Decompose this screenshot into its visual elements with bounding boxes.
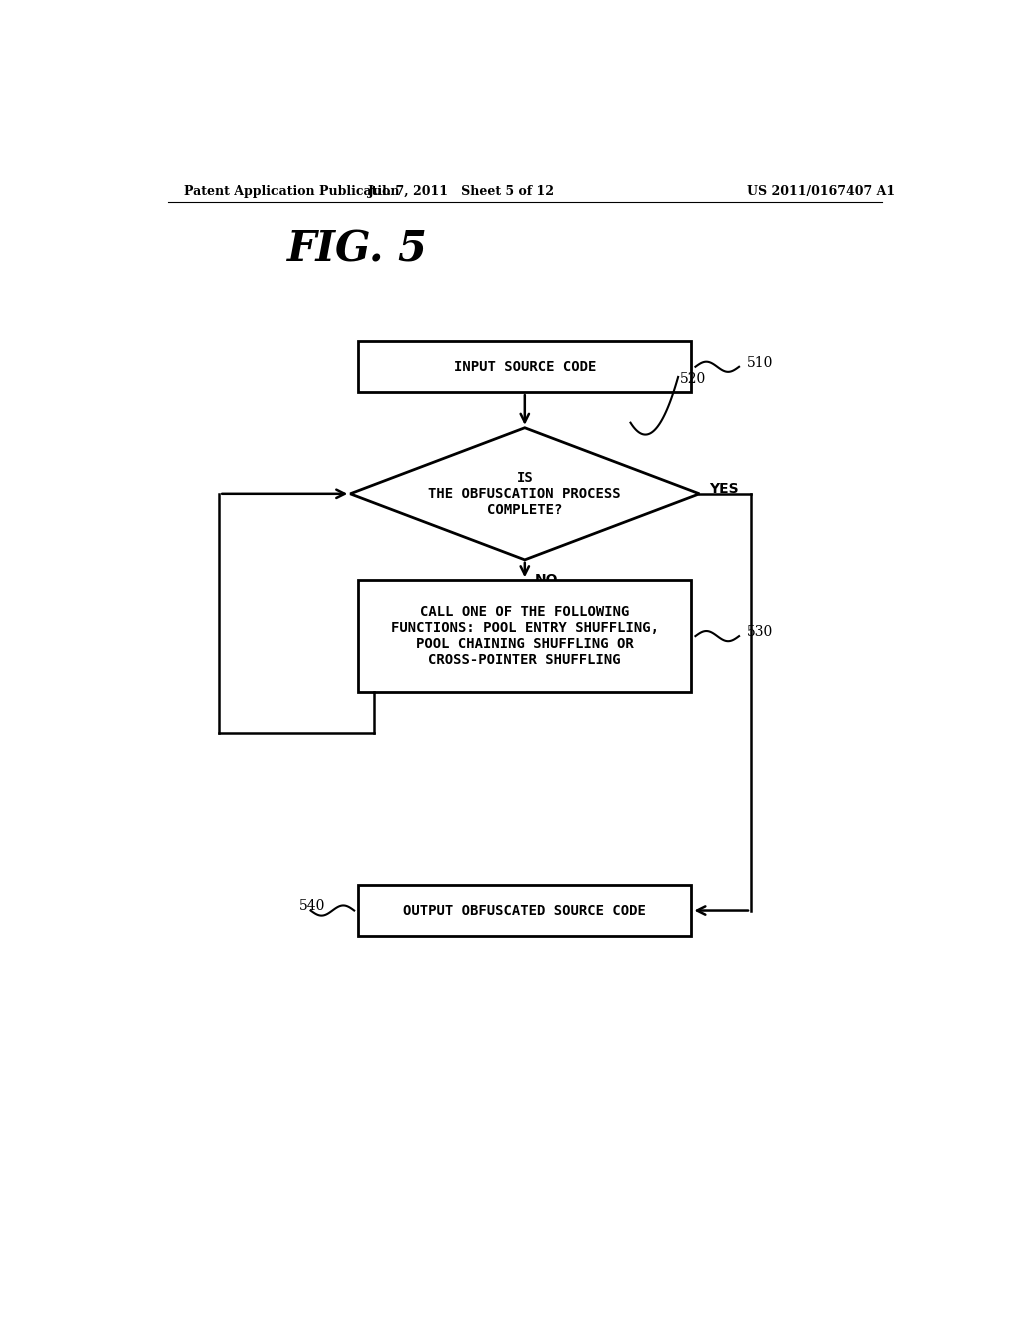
Text: FIG. 5: FIG. 5 <box>287 228 428 271</box>
FancyBboxPatch shape <box>358 581 691 692</box>
Text: 510: 510 <box>748 355 773 370</box>
Text: 530: 530 <box>748 626 773 639</box>
Text: CALL ONE OF THE FOLLOWING
FUNCTIONS: POOL ENTRY SHUFFLING,
POOL CHAINING SHUFFLI: CALL ONE OF THE FOLLOWING FUNCTIONS: POO… <box>391 605 658 668</box>
Text: 520: 520 <box>680 372 706 385</box>
Text: NO: NO <box>535 573 558 587</box>
FancyBboxPatch shape <box>358 342 691 392</box>
Text: YES: YES <box>709 482 738 496</box>
Text: Jul. 7, 2011   Sheet 5 of 12: Jul. 7, 2011 Sheet 5 of 12 <box>368 185 555 198</box>
Text: INPUT SOURCE CODE: INPUT SOURCE CODE <box>454 360 596 374</box>
Text: IS
THE OBFUSCATION PROCESS
COMPLETE?: IS THE OBFUSCATION PROCESS COMPLETE? <box>428 471 622 517</box>
FancyBboxPatch shape <box>358 886 691 936</box>
Text: OUTPUT OBFUSCATED SOURCE CODE: OUTPUT OBFUSCATED SOURCE CODE <box>403 903 646 917</box>
Text: 540: 540 <box>299 899 325 913</box>
Polygon shape <box>350 428 699 560</box>
Text: Patent Application Publication: Patent Application Publication <box>183 185 399 198</box>
Text: US 2011/0167407 A1: US 2011/0167407 A1 <box>748 185 895 198</box>
